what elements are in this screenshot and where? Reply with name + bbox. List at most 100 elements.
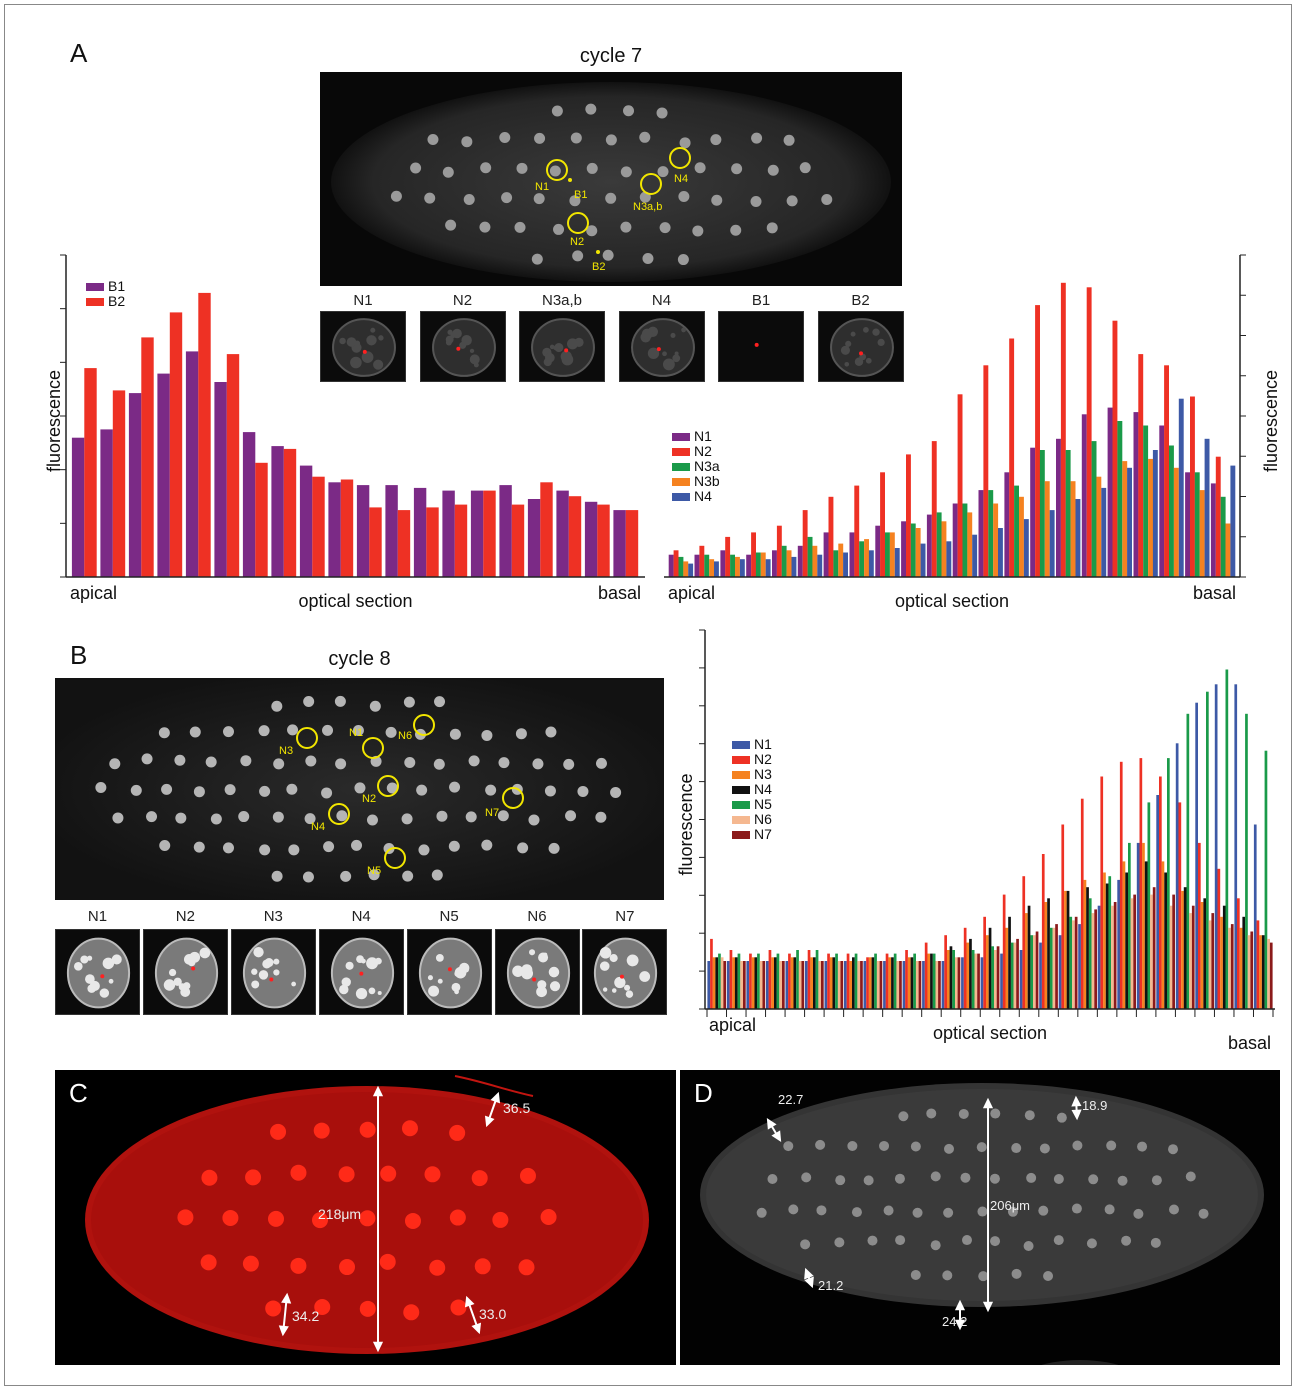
bar-n3b-20 xyxy=(1173,467,1179,577)
bar-n5-23 xyxy=(1147,802,1151,1009)
panel-label-a: A xyxy=(70,38,88,68)
nucleus xyxy=(442,166,454,178)
nucleus xyxy=(958,1108,969,1119)
nucleus xyxy=(259,785,271,797)
bar-n6-6 xyxy=(818,961,822,1009)
annotation-label: N1 xyxy=(349,727,363,739)
nucleus xyxy=(287,724,299,736)
thumbnail-image xyxy=(618,311,705,382)
nucleus xyxy=(323,841,335,853)
bar-n2-24 xyxy=(1159,776,1162,1009)
annotation-circle xyxy=(567,212,589,234)
nucleus xyxy=(1168,1204,1179,1215)
bar-n4-16 xyxy=(1075,499,1081,577)
bar-n3-1 xyxy=(712,957,716,1009)
nucleus xyxy=(540,1209,557,1226)
nucleus xyxy=(379,1253,396,1270)
bar-n3b-5 xyxy=(786,550,792,577)
x-end-label: basal xyxy=(1228,1033,1271,1053)
scale-label-c-3: 34.2 xyxy=(292,1308,320,1324)
nucleus xyxy=(519,1167,536,1184)
annotation-circle xyxy=(546,159,568,181)
nucleus xyxy=(767,164,779,176)
nucleus xyxy=(497,810,509,822)
nucleus xyxy=(305,755,317,767)
bar-n7-11 xyxy=(918,961,922,1009)
bar-n2-27 xyxy=(1217,868,1221,1009)
nucleus xyxy=(351,839,363,851)
bar-n4-21 xyxy=(1204,438,1210,577)
bar-n2-14 xyxy=(1009,338,1015,577)
annotation-circle xyxy=(377,775,399,797)
bar-n4-17 xyxy=(1101,487,1107,577)
bar-n2-20 xyxy=(1080,798,1084,1009)
bar-n2-10 xyxy=(885,953,889,1009)
legend-label: N2 xyxy=(694,443,712,459)
bar-n2-15 xyxy=(1035,305,1040,577)
nucleus xyxy=(1038,1205,1049,1216)
nucleus xyxy=(338,1166,355,1183)
nucleus xyxy=(943,1143,954,1154)
bar-n4-5 xyxy=(791,556,797,577)
nucleus xyxy=(801,1172,812,1183)
nucleus xyxy=(602,249,614,261)
legend-label: B2 xyxy=(108,293,125,309)
thumbnail-image xyxy=(55,929,140,1015)
bar-n2-22 xyxy=(1119,761,1123,1009)
nucleus xyxy=(751,132,763,144)
annotation-label: N6 xyxy=(398,730,412,742)
nucleus xyxy=(847,1140,858,1151)
bar-n3-10 xyxy=(888,957,892,1009)
nucleus xyxy=(449,1209,466,1226)
thumbnail-image xyxy=(142,929,228,1015)
bar-n4-17 xyxy=(1027,905,1031,1009)
nucleus xyxy=(570,132,582,144)
legend-swatch xyxy=(732,786,750,794)
bar-n4-11 xyxy=(946,541,952,577)
bar-n1-17 xyxy=(1019,950,1023,1009)
nucleus xyxy=(312,1212,329,1229)
thumbnail-image xyxy=(817,311,904,382)
panel-b-chart: fluorescence optical section apical basal N1… xyxy=(0,620,1298,1060)
bar-b2-12 xyxy=(397,510,411,577)
nucleus xyxy=(821,194,833,206)
bar-b1-18 xyxy=(556,490,569,577)
bar-b2-8 xyxy=(283,448,297,577)
bar-n7-27 xyxy=(1230,924,1234,1009)
bar-n6-9 xyxy=(876,961,880,1009)
bar-n1-9 xyxy=(875,525,881,577)
x-axis-label: optical section xyxy=(895,591,1009,611)
bar-n1-2 xyxy=(726,961,730,1009)
panel-b-chart-svg: fluorescence optical section apical basal N1… xyxy=(676,629,1275,1053)
nucleus xyxy=(788,1204,799,1215)
bar-n3-3 xyxy=(751,957,755,1009)
bar-b2-13 xyxy=(426,507,439,577)
bar-n3a-11 xyxy=(936,512,942,577)
bar-n1-22 xyxy=(1210,483,1216,577)
bar-n7-8 xyxy=(860,961,863,1009)
bar-n1-27 xyxy=(1214,684,1218,1009)
nucleus xyxy=(1024,1110,1035,1121)
bar-n7-22 xyxy=(1133,894,1136,1009)
panel-d-svg xyxy=(700,1083,1264,1365)
panel-label-c: C xyxy=(69,1078,88,1108)
annotation-label: N4 xyxy=(674,173,688,185)
bar-n6-14 xyxy=(974,953,978,1009)
bar-n2-22 xyxy=(1215,456,1221,577)
bar-n1-21 xyxy=(1097,905,1101,1009)
legend-label: N2 xyxy=(754,751,772,767)
bar-n2-20 xyxy=(1164,365,1169,577)
bar-n3-25 xyxy=(1181,890,1184,1009)
bar-n6-15 xyxy=(994,950,997,1009)
annotation-label: N2 xyxy=(570,236,584,248)
nucleus xyxy=(403,696,415,708)
bar-n3-22 xyxy=(1122,861,1126,1009)
bar-n3-24 xyxy=(1161,861,1165,1009)
nucleus xyxy=(201,1169,218,1186)
nucleus xyxy=(534,132,546,144)
bar-n3-27 xyxy=(1220,916,1223,1010)
nucleus xyxy=(242,1255,259,1272)
bar-n5-27 xyxy=(1225,669,1229,1009)
nucleus xyxy=(960,1172,971,1183)
legend-label: N3 xyxy=(754,766,772,782)
